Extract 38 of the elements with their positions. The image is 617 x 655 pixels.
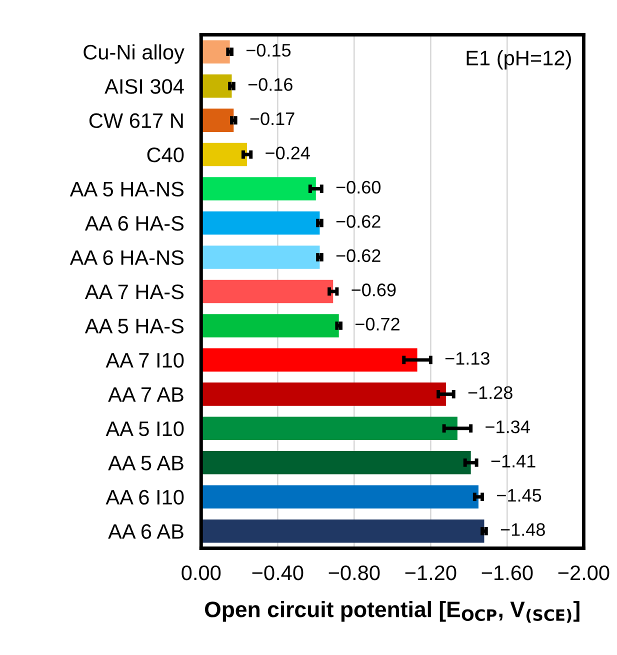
data-label: −0.62 — [336, 249, 380, 262]
y-tick-label: AA 7 I10 — [106, 352, 184, 368]
x-axis-title: Open circuit potential [E$_{OCP}$, V$_{(SCE)}$] — [204, 600, 580, 623]
y-tick-label: AA 5 I10 — [106, 421, 184, 436]
x-tick-label: −0.40 — [252, 565, 304, 580]
y-tick-label: Cu-Ni alloy — [84, 44, 184, 64]
y-tick-label: AA 7 HA-S — [84, 284, 184, 300]
y-tick-label: AA 6 HA-NS — [70, 250, 184, 265]
y-tick-label: AA 7 AB — [108, 387, 184, 402]
data-label: −0.72 — [356, 318, 400, 331]
x-tick-label: 0.00 — [182, 565, 221, 580]
data-label: −0.16 — [248, 78, 292, 91]
x-tick-label: −2.00 — [558, 565, 610, 580]
y-tick-label: AA 6 I10 — [106, 490, 184, 505]
y-tick-label: C40 — [147, 148, 184, 162]
y-tick-label: AA 5 AB — [108, 456, 184, 470]
data-label: −0.15 — [246, 44, 291, 57]
data-label: −1.45 — [497, 489, 542, 502]
y-tick-label: AA 5 HA-NS — [70, 182, 184, 197]
data-label: −1.48 — [500, 523, 545, 536]
y-tick-label: AISI 304 — [104, 79, 184, 94]
y-tick-label: AA 6 AB — [108, 524, 184, 539]
x-tick-label: −0.80 — [328, 565, 380, 580]
data-label: −0.62 — [336, 215, 380, 228]
data-label: −1.28 — [468, 386, 512, 400]
annotation: E1 (pH=12) — [466, 50, 571, 70]
data-label: −1.13 — [445, 352, 490, 365]
x-tick-label: −1.20 — [405, 565, 456, 580]
data-label: −0.17 — [250, 112, 294, 126]
data-label: −1.34 — [486, 420, 530, 434]
data-label: −1.41 — [491, 454, 536, 468]
data-label: −0.24 — [266, 146, 310, 160]
y-tick-label: AA 5 HA-S — [84, 318, 184, 334]
y-tick-label: CW 617 N — [89, 113, 183, 128]
x-tick-label: −1.60 — [482, 565, 533, 580]
data-label: −0.60 — [336, 180, 381, 194]
data-label: −0.69 — [352, 284, 396, 296]
y-tick-label: AA 6 HA-S — [84, 216, 184, 231]
